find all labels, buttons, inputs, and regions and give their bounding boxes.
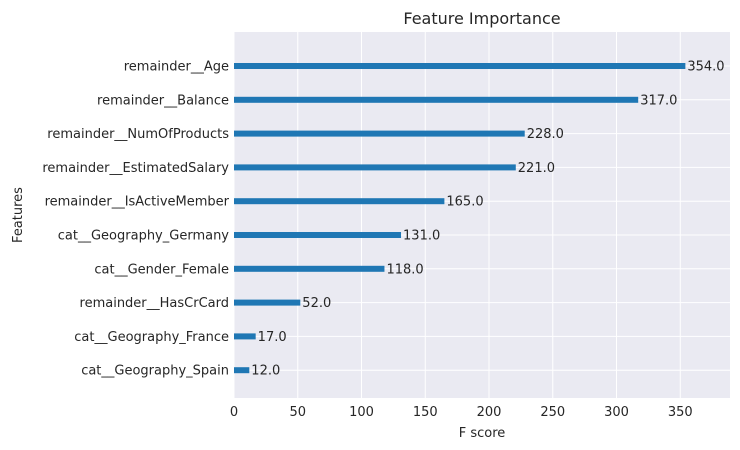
y-tick-label: remainder__Age [124,60,229,75]
bar-value-label: 118.0 [386,262,423,277]
bar [234,96,639,103]
x-tick-label: 50 [289,405,306,420]
y-tick-label: cat__Geography_Germany [58,229,230,244]
bars-layer [234,63,686,374]
bar-value-label: 354.0 [687,60,724,75]
y-tick-label: remainder__HasCrCard [80,296,229,311]
y-axis-label: Features [11,187,26,243]
x-tick-label: 200 [477,405,502,420]
y-tick-label: remainder__Balance [97,93,229,108]
x-tick-label: 100 [349,405,374,420]
x-tick-label: 300 [604,405,629,420]
x-axis-label: F score [459,426,506,441]
x-tick-label: 150 [413,405,438,420]
x-tick-label: 250 [540,405,565,420]
bar-value-label: 52.0 [302,296,331,311]
plot-area [234,32,730,398]
bar [234,333,256,340]
bar [234,367,250,374]
bar-value-label: 228.0 [527,127,564,142]
y-tick-labels-layer: remainder__Age remainder__Balance remainde… [42,60,229,379]
bar [234,299,301,306]
x-tick-labels-layer: 0 50 100 150 200 250 300 350 [230,405,693,420]
bar [234,232,402,238]
y-tick-label: remainder__EstimatedSalary [42,161,229,176]
bar [234,198,445,205]
bar-value-label: 317.0 [640,93,677,108]
y-tick-label: remainder__IsActiveMember [45,195,230,210]
bar [234,164,516,171]
bar-value-label: 12.0 [251,364,280,379]
chart-title: Feature Importance [403,9,560,28]
y-tick-label: remainder__NumOfProducts [47,127,229,142]
x-tick-label: 0 [230,405,238,420]
bar-value-label: 17.0 [258,330,287,345]
bar-value-label: 131.0 [403,229,440,244]
bar-value-label: 221.0 [518,161,555,176]
bar [234,63,686,69]
bar [234,265,385,272]
bar-value-label: 165.0 [446,195,483,210]
data-labels-layer: 354.0 317.0 228.0 221.0 165.0 131.0 118.0 52.0 1… [251,60,724,379]
y-tick-label: cat__Geography_France [74,330,229,345]
x-tick-label: 350 [668,405,693,420]
y-tick-label: cat__Geography_Spain [81,364,229,379]
y-tick-label: cat__Gender_Female [94,262,229,277]
bar [234,130,525,137]
